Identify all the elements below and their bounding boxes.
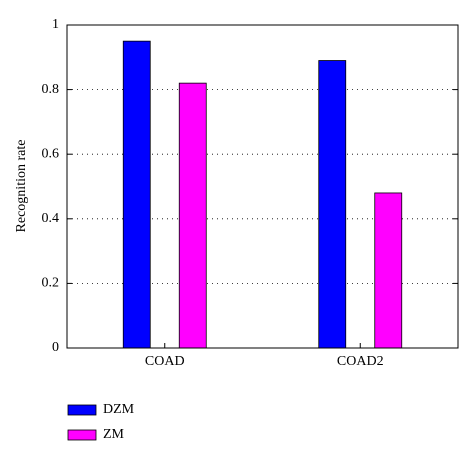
y-tick-label: 0.4 [42,211,60,226]
y-tick-label: 0.6 [42,146,60,161]
bar [122,40,151,349]
x-tick-label: COAD2 [337,354,384,369]
legend-swatch [67,429,97,441]
legend-label: ZM [103,427,125,442]
y-tick-label: 0 [52,340,59,355]
bar [374,192,403,349]
y-tick-label: 0.8 [42,82,60,97]
legend-label: DZM [103,402,135,417]
y-tick-label: 1 [52,17,59,32]
y-axis-label: Recognition rate [14,140,29,233]
legend-swatch [67,404,97,416]
plot-frame [66,24,459,349]
bar [178,82,207,349]
bar [318,60,347,349]
x-tick-label: COAD [145,354,185,369]
y-tick-label: 0.2 [42,276,60,291]
